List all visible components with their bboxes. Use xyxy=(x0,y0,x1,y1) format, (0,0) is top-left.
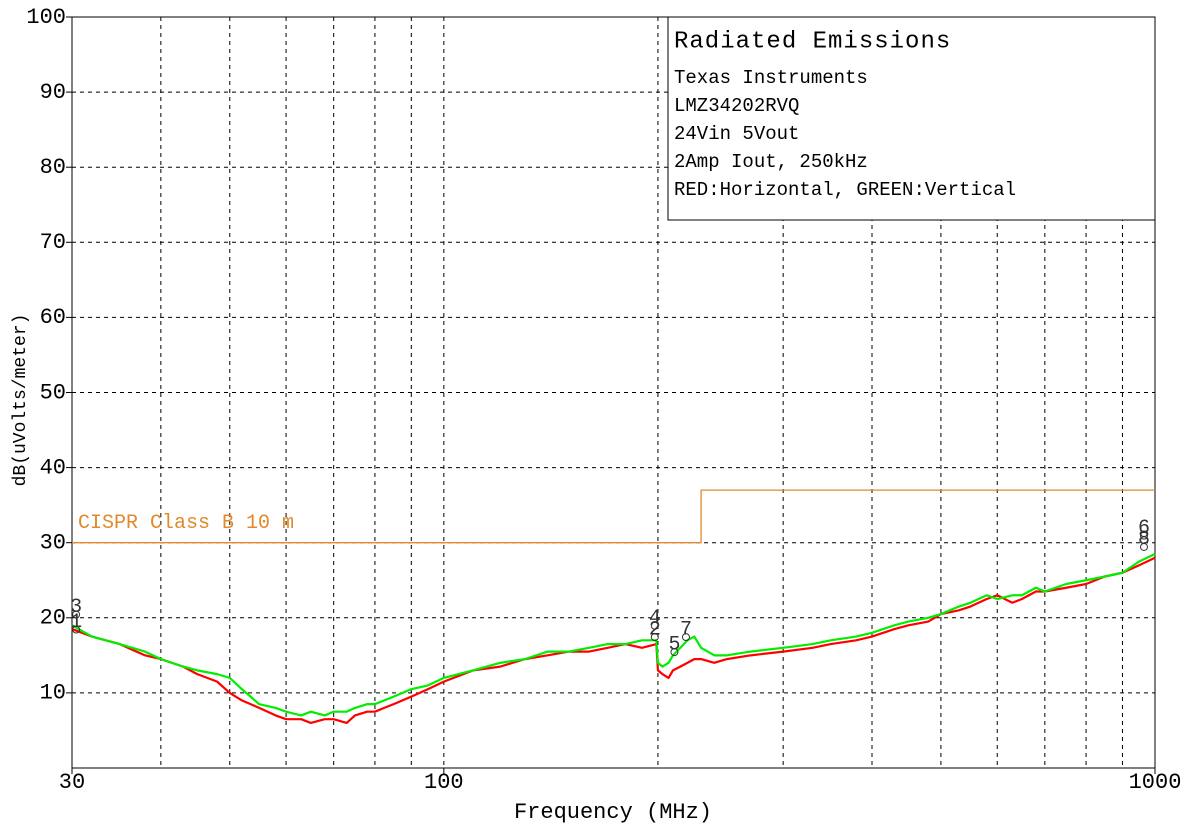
peak-marker xyxy=(1139,542,1148,551)
peak-marker xyxy=(1139,531,1148,540)
x-tick-label: 1000 xyxy=(1129,770,1182,795)
peak-marker-label: 1 xyxy=(70,611,82,634)
peak-marker-label: 6 xyxy=(1138,517,1150,540)
peak-marker xyxy=(681,633,690,642)
x-tick-label: 30 xyxy=(59,770,85,795)
y-tick-label: 80 xyxy=(40,155,66,180)
peak-marker xyxy=(72,625,81,634)
y-tick-label: 10 xyxy=(40,681,66,706)
y-tick-label: 30 xyxy=(40,531,66,556)
y-axis-label: dB(uVolts/meter) xyxy=(11,314,31,487)
peak-marker xyxy=(72,610,81,619)
y-tick-label: 50 xyxy=(40,380,66,405)
y-tick-label: 20 xyxy=(40,606,66,631)
y-tick-label: 90 xyxy=(40,80,66,105)
peak-marker xyxy=(670,648,679,657)
peak-marker xyxy=(650,633,659,642)
peak-marker-label: 8 xyxy=(1138,528,1150,551)
y-tick-label: 70 xyxy=(40,230,66,255)
y-tick-label: 40 xyxy=(40,455,66,480)
y-tick-label: 100 xyxy=(26,5,66,30)
peak-marker-label: 3 xyxy=(70,596,82,619)
limit-label: CISPR Class B 10 m xyxy=(78,512,294,535)
limit-line xyxy=(72,489,1155,544)
grid xyxy=(71,16,1156,768)
info-line: 24Vin 5Vout xyxy=(674,123,799,145)
info-box xyxy=(667,16,1156,221)
info-line: LMZ34202RVQ xyxy=(674,95,799,117)
info-line: 2Amp Iout, 250kHz xyxy=(674,151,868,173)
peak-marker-label: 4 xyxy=(649,607,661,630)
x-axis-label: Frequency (MHz) xyxy=(514,800,712,825)
peak-marker-label: 7 xyxy=(680,618,692,641)
info-line: RED:Horizontal, GREEN:Vertical xyxy=(674,179,1016,201)
x-tick-label: 100 xyxy=(424,770,464,795)
peak-marker xyxy=(650,621,659,630)
info-line: Texas Instruments xyxy=(674,67,868,89)
peak-marker-label: 2 xyxy=(649,618,661,641)
y-tick-label: 60 xyxy=(40,305,66,330)
peak-marker-label: 5 xyxy=(668,633,680,656)
info-title: Radiated Emissions xyxy=(674,28,951,55)
